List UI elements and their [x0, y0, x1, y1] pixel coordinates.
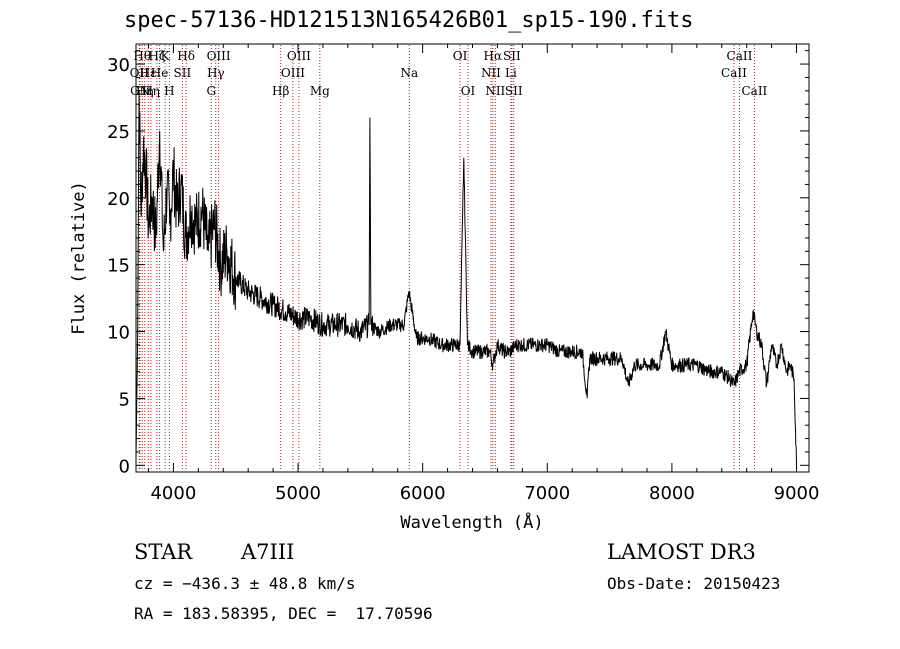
chart-title: spec-57136-HD121513N165426B01_sp15-190.f…: [124, 8, 694, 33]
marker-label: NII: [485, 84, 505, 98]
marker-label: NII: [481, 66, 501, 80]
plot-frame: [135, 43, 810, 473]
y-tick-label: 25: [107, 122, 130, 143]
object-type: STAR: [134, 540, 193, 564]
marker-label: Hγ: [207, 66, 225, 80]
marker-label: Hε: [140, 66, 157, 80]
y-axis-ticks: 0 5 10 15 20 25 30: [107, 50, 809, 477]
marker-label: K: [161, 49, 171, 63]
marker-label: Hζ: [148, 49, 165, 63]
marker-label: Hβ: [272, 84, 289, 98]
x-tick-label: 8000: [649, 483, 695, 504]
marker-label: Hδ: [177, 49, 195, 63]
y-tick-label: 0: [119, 456, 130, 477]
x-axis-label: Wavelength (Å): [400, 511, 543, 533]
marker-label: OII: [130, 66, 150, 80]
x-tick-label: 5000: [275, 483, 321, 504]
marker-label: CaII: [721, 66, 747, 80]
x-tick-label: 9000: [774, 483, 820, 504]
marker-label: Hθ: [133, 49, 151, 63]
marker-label: H: [164, 84, 174, 98]
y-tick-label: 15: [107, 256, 130, 277]
y-tick-label: 5: [119, 389, 130, 410]
marker-label: Hα: [484, 49, 503, 63]
marker-label: OIII: [207, 49, 231, 63]
marker-label: CaII: [727, 49, 753, 63]
coordinates: RA = 183.58395, DEC = 17.70596: [134, 604, 433, 623]
y-tick-label: 20: [107, 189, 130, 210]
marker-label: OIII: [287, 49, 311, 63]
marker-label: OI: [453, 49, 468, 63]
obs-date: Obs-Date: 20150423: [607, 574, 781, 593]
marker-label: SII: [174, 66, 192, 80]
marker-label: Li: [505, 66, 517, 80]
redshift-cz: cz = −436.3 ± 48.8 km/s: [134, 574, 356, 593]
x-axis-ticks: 4000 5000 6000 7000 8000 9000: [147, 44, 820, 504]
y-axis-label: Flux (relative): [69, 181, 89, 335]
y-tick-label: 10: [107, 323, 130, 344]
x-tick-label: 4000: [150, 483, 196, 504]
marker-label: Na: [400, 66, 418, 80]
survey-name: LAMOST DR3: [607, 540, 756, 564]
marker-label: He: [151, 66, 169, 80]
marker-label: OIII: [281, 66, 305, 80]
marker-label: OI: [461, 84, 476, 98]
marker-label: Hη: [142, 84, 160, 98]
spectrum-line: [135, 90, 797, 466]
marker-label: G: [206, 84, 216, 98]
x-tick-label: 7000: [524, 483, 570, 504]
marker-label: SII: [505, 84, 523, 98]
line-marker-labels: OIICNHθHηHεHηHζHeKHSIIHδGHγOIIIHβOIIIOII…: [130, 49, 768, 98]
y-tick-label: 30: [107, 55, 130, 76]
marker-label: SII: [503, 49, 521, 63]
subclass: A7III: [241, 540, 295, 564]
marker-label: Hη: [136, 84, 154, 98]
marker-label: Mg: [310, 84, 330, 98]
marker-label: CaII: [741, 84, 767, 98]
x-tick-label: 6000: [400, 483, 446, 504]
